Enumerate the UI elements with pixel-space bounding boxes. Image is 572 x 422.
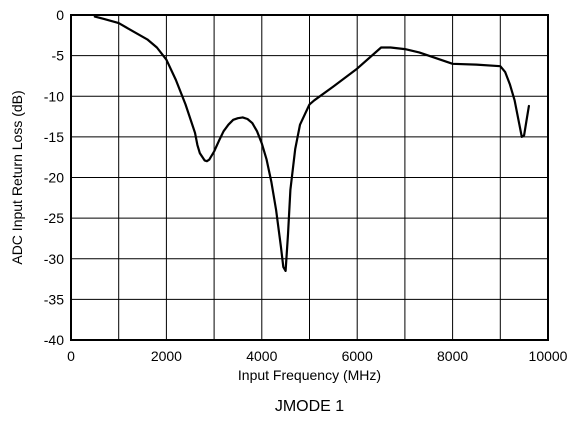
y-tick-label: -40	[44, 332, 64, 348]
y-tick-label: -15	[44, 129, 64, 145]
x-tick-label: 6000	[342, 348, 373, 364]
tick-labels: 0 2000 4000 6000 8000 10000 0 -5 -10 -15 -20 -25 -30…	[44, 7, 568, 364]
y-tick-label: -25	[44, 210, 64, 226]
x-tick-label: 0	[67, 348, 75, 364]
x-tick-label: 10000	[529, 348, 568, 364]
y-tick-label: -5	[52, 48, 65, 64]
y-tick-label: 0	[56, 7, 64, 23]
x-tick-label: 4000	[246, 348, 277, 364]
return-loss-line	[93, 15, 530, 272]
chart-caption: JMODE 1	[275, 398, 344, 415]
x-tick-label: 8000	[437, 348, 468, 364]
y-tick-label: -35	[44, 291, 64, 307]
plot-frame	[70, 14, 549, 341]
y-tick-label: -10	[44, 88, 64, 104]
y-tick-label: -30	[44, 251, 64, 267]
x-tick-label: 2000	[151, 348, 182, 364]
x-axis-title: Input Frequency (MHz)	[238, 367, 381, 383]
y-tick-label: -20	[44, 170, 64, 186]
series-layer	[93, 15, 530, 272]
y-axis-title: ADC Input Return Loss (dB)	[9, 90, 25, 264]
